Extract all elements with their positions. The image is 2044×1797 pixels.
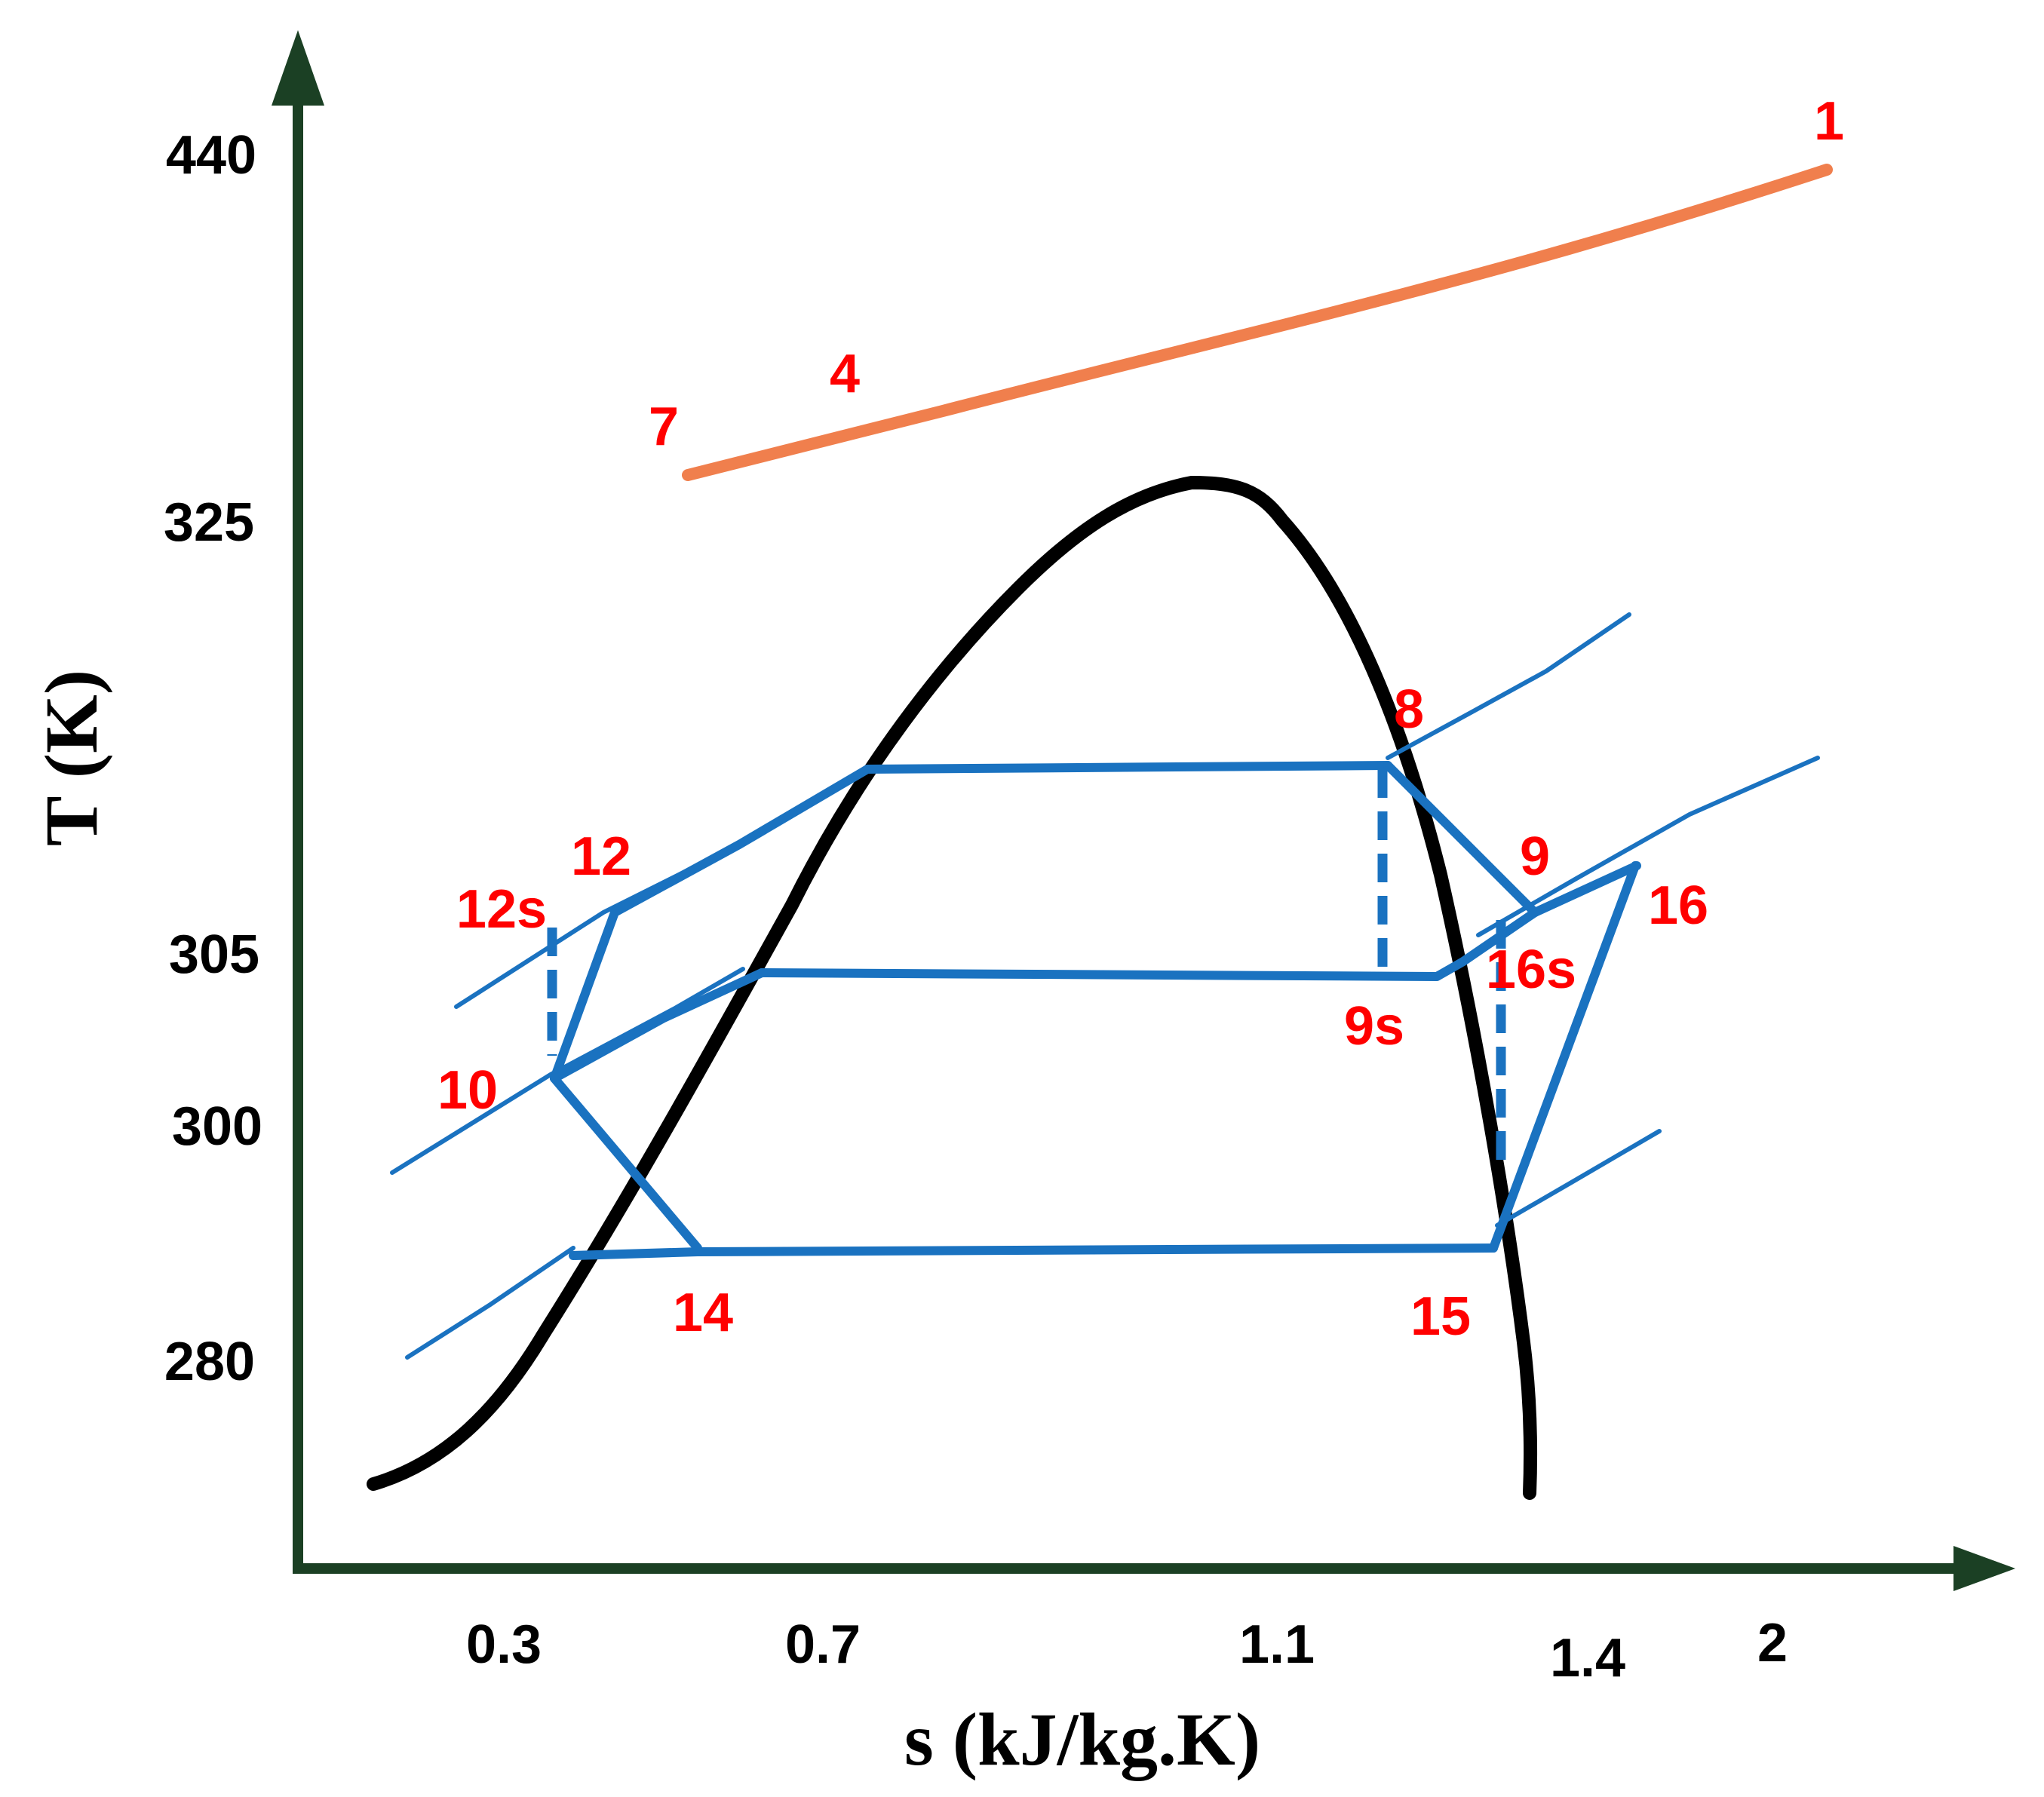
y-tick-labels: 440 325 305 300 280 (164, 125, 262, 1392)
x-tick-0.3: 0.3 (466, 1615, 542, 1675)
point-label-9: 9 (1520, 826, 1550, 887)
y-tick-440: 440 (166, 125, 256, 186)
high-pressure-two-phase-line (863, 761, 1392, 774)
isobar-high-superheat (1386, 612, 1631, 760)
x-tick-1.1: 1.1 (1239, 1615, 1315, 1675)
y-tick-325: 325 (164, 492, 254, 553)
point-label-16s: 16s (1486, 940, 1576, 1000)
low-pressure-two-phase-line (569, 1243, 1498, 1260)
point-label-15: 15 (1410, 1286, 1471, 1347)
point-label-8: 8 (1394, 679, 1424, 740)
x-tick-2: 2 (1757, 1613, 1788, 1673)
point-label-12: 12 (571, 826, 631, 887)
y-tick-280: 280 (164, 1332, 255, 1392)
point-label-4: 4 (830, 344, 860, 404)
isentropic-dashes (547, 769, 1506, 1173)
y-axis-title: T (K) (29, 670, 113, 846)
point-label-9s: 9s (1344, 996, 1404, 1056)
isobar-low (405, 1246, 575, 1360)
process-12-10 (550, 908, 619, 1083)
state-point-labels: 1 4 7 8 9 9s 10 12 12s 14 15 16 16s (437, 91, 1844, 1347)
y-tick-305: 305 (169, 925, 259, 985)
point-label-12s: 12s (456, 879, 547, 940)
point-label-14: 14 (673, 1283, 733, 1343)
y-axis-arrowhead (272, 30, 324, 106)
x-axis-arrowhead (1953, 1546, 2015, 1591)
point-label-10: 10 (437, 1060, 498, 1121)
process-8-9 (1383, 761, 1539, 917)
process-9-16 (1530, 861, 1641, 917)
mid-pressure-two-phase-line (757, 908, 1539, 981)
hot-stream-line (682, 164, 1833, 481)
axes (272, 30, 2015, 1591)
isobar-low-superheat (1495, 1129, 1662, 1228)
point-label-16: 16 (1648, 876, 1708, 936)
x-axis-title: s (kJ/kg.K) (904, 1697, 1260, 1781)
process-15-16 (1489, 861, 1640, 1253)
x-tick-1.4: 1.4 (1550, 1628, 1625, 1688)
process-12-to-condensation (610, 765, 872, 917)
x-tick-0.7: 0.7 (785, 1615, 861, 1675)
saturation-dome (367, 476, 1538, 1500)
process-10-mid (550, 968, 766, 1083)
point-label-1: 1 (1814, 91, 1844, 152)
x-tick-labels: 0.3 0.7 1.1 1.4 2 (466, 1613, 1788, 1688)
y-tick-300: 300 (172, 1096, 262, 1157)
point-label-7: 7 (649, 397, 679, 457)
process-10-14 (550, 1074, 702, 1253)
